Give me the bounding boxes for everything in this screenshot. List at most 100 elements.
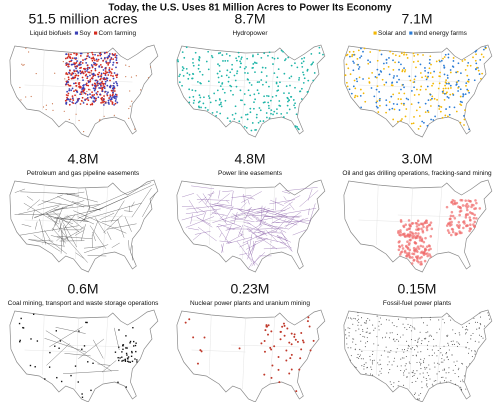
drill-site: [425, 245, 429, 248]
pipeline: [14, 188, 26, 193]
drill-site: [461, 204, 465, 207]
power-line: [233, 212, 238, 225]
nuclear-site: [277, 368, 280, 371]
map-dot: [213, 92, 216, 95]
map-panel: [343, 309, 493, 402]
map-dot: [197, 67, 200, 70]
state-line: [358, 349, 413, 353]
map-panel: [343, 179, 493, 273]
plant-dot: [472, 332, 474, 335]
map-dot: [104, 70, 107, 73]
map-dot: [91, 51, 94, 54]
pipeline: [31, 210, 35, 220]
plant-dot: [447, 342, 449, 344]
map-dot: [467, 80, 470, 83]
power-line: [255, 236, 287, 244]
map-dot: [433, 97, 436, 100]
plant-dot: [373, 359, 375, 361]
map-dot: [284, 59, 286, 62]
map-dot: [352, 69, 355, 72]
map-dot: [107, 63, 110, 66]
plant-dot: [379, 317, 381, 319]
map-dot: [103, 100, 106, 103]
drill-site: [420, 250, 424, 254]
map-dot: [367, 62, 370, 65]
plant-dot: [412, 347, 414, 349]
plant-dot: [357, 312, 359, 314]
map-dot: [72, 99, 75, 101]
map-dot: [105, 60, 107, 63]
plant-dot: [358, 321, 360, 323]
map-dot: [353, 53, 355, 56]
plant-dot: [372, 350, 374, 352]
plant-dot: [396, 365, 398, 367]
map-dot: [65, 62, 67, 64]
map-dot: [67, 76, 70, 79]
map-dot: [176, 59, 179, 61]
map-dot: [253, 93, 256, 96]
map-dot: [376, 100, 379, 103]
coal-site: [125, 335, 127, 337]
plant-dot: [448, 315, 450, 317]
map-dot: [252, 63, 255, 65]
map-dot: [464, 58, 466, 61]
drill-site: [417, 223, 421, 227]
drill-site: [414, 232, 418, 235]
map-dot: [88, 56, 91, 59]
map-dot: [70, 89, 72, 92]
map-dot: [351, 55, 353, 58]
map-dot: [428, 62, 431, 65]
map-dot: [87, 84, 90, 87]
pipeline: [117, 219, 125, 238]
drill-site: [417, 260, 420, 264]
drill-site: [465, 224, 468, 228]
map-dot: [86, 93, 89, 96]
map-dot: [186, 72, 189, 75]
nuclear-site: [278, 381, 281, 384]
pipeline: [41, 200, 74, 207]
map-dot: [64, 78, 66, 80]
plant-dot: [467, 352, 470, 354]
plant-dot: [346, 343, 348, 345]
map-dot: [461, 60, 464, 62]
pipeline: [124, 210, 133, 212]
plant-dot: [352, 341, 354, 343]
plant-dot: [354, 349, 356, 351]
power-line: [279, 241, 292, 249]
map-dot: [67, 65, 70, 68]
legend-label: Solar and: [378, 30, 406, 37]
plant-dot: [417, 338, 419, 340]
map-dot: [294, 102, 296, 105]
drill-site: [406, 246, 410, 250]
map-dot: [260, 56, 263, 59]
map-dot: [76, 60, 78, 62]
plant-dot: [474, 321, 477, 323]
map-dot: [198, 56, 201, 58]
map-dot: [65, 83, 68, 85]
plant-dot: [464, 333, 467, 335]
map-dot: [108, 67, 111, 69]
plant-dot: [401, 349, 403, 351]
map-dot: [109, 94, 112, 97]
plant-dot: [365, 342, 367, 344]
plant-dot: [400, 369, 402, 372]
map-dot: [456, 81, 459, 83]
map-dot: [432, 82, 435, 85]
map-dot: [239, 89, 242, 92]
plant-dot: [358, 328, 360, 330]
map-dot: [255, 128, 257, 131]
map-dot: [78, 119, 80, 122]
coal-site: [125, 386, 127, 388]
plant-dot: [433, 362, 435, 364]
coal-site: [122, 348, 124, 351]
drill-site: [429, 221, 433, 224]
map-dot: [245, 66, 247, 68]
plant-dot: [480, 335, 482, 337]
plant-dot: [433, 352, 435, 354]
plant-dot: [369, 332, 371, 334]
drill-site: [470, 203, 474, 207]
map-dot: [224, 99, 227, 102]
pipeline: [37, 194, 63, 206]
plant-dot: [345, 329, 347, 331]
